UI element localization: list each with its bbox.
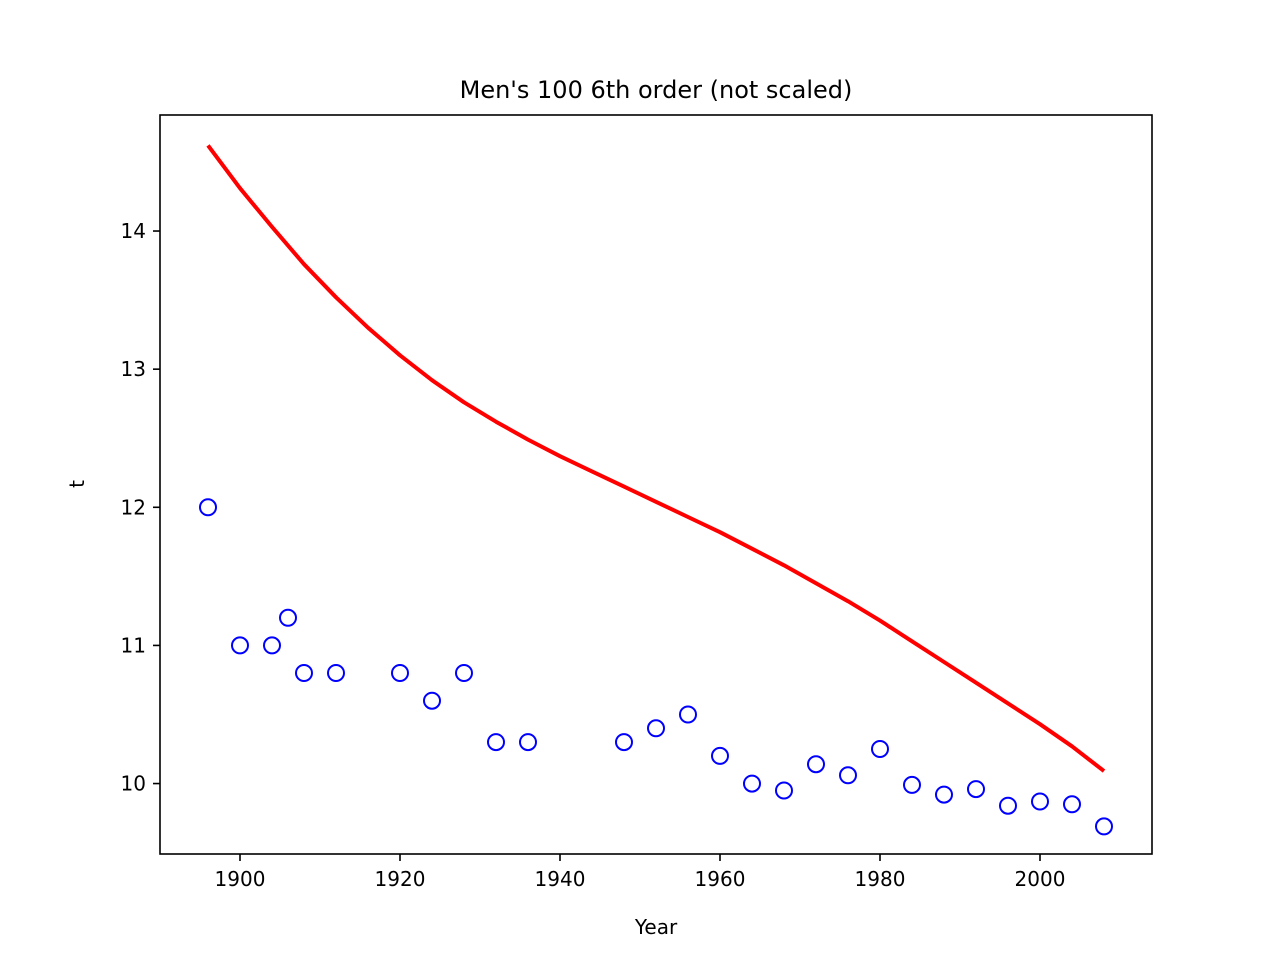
x-tick-label: 1940 <box>535 867 586 891</box>
data-point <box>519 733 537 752</box>
chart-title: Men's 100 6th order (not scaled) <box>460 76 853 104</box>
y-tick-label: 10 <box>121 772 146 796</box>
data-point <box>423 691 441 710</box>
x-tick-label: 1960 <box>695 867 746 891</box>
x-tick-label: 2000 <box>1015 867 1066 891</box>
data-point <box>231 636 249 655</box>
data-point <box>935 785 953 804</box>
axes-frame <box>159 114 1153 855</box>
data-point <box>199 498 217 517</box>
data-point <box>455 664 473 682</box>
y-axis: 10 11 12 13 14 <box>121 219 160 796</box>
data-point <box>1031 792 1049 811</box>
data-point <box>679 705 697 724</box>
data-point <box>903 775 921 794</box>
x-tick-label: 1920 <box>375 867 426 891</box>
y-tick-label: 11 <box>121 633 146 657</box>
y-tick-label: 12 <box>121 495 146 519</box>
data-point <box>743 774 761 793</box>
data-point <box>647 719 665 738</box>
data-point <box>775 781 793 800</box>
x-tick-label: 1900 <box>215 867 266 891</box>
plot-area <box>199 144 1113 836</box>
y-axis-label: t <box>65 480 89 488</box>
data-point <box>263 636 281 655</box>
data-point <box>615 733 633 752</box>
data-point <box>711 746 729 765</box>
data-point <box>1063 795 1081 814</box>
x-axis: 1900 1920 1940 1960 1980 2000 <box>215 854 1066 891</box>
data-point <box>327 664 345 682</box>
x-tick-label: 1980 <box>855 867 906 891</box>
data-point <box>999 796 1017 815</box>
y-tick-label: 14 <box>121 219 146 243</box>
data-point <box>487 733 505 752</box>
y-tick-label: 13 <box>121 357 146 381</box>
x-axis-label: Year <box>634 915 678 939</box>
fit-line <box>206 144 1106 773</box>
data-point <box>1095 817 1113 836</box>
data-point <box>279 608 297 627</box>
data-point <box>839 766 857 785</box>
data-point <box>391 664 409 682</box>
data-point <box>871 740 889 758</box>
data-point <box>807 755 825 774</box>
data-point <box>295 664 313 682</box>
data-point <box>967 780 985 799</box>
